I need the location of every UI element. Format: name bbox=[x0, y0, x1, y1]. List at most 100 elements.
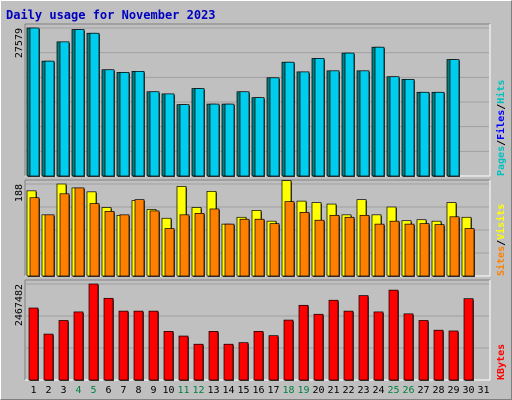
sites-bar bbox=[179, 214, 190, 277]
kbytes-bar bbox=[28, 307, 39, 381]
legend-hits-files-pages: Pages/Files/Hits bbox=[495, 80, 507, 176]
x-axis-day-label: 26 bbox=[402, 385, 414, 396]
kbytes-bar bbox=[208, 331, 219, 381]
x-axis-day-label: 1 bbox=[30, 385, 36, 396]
kbytes-bar bbox=[103, 297, 114, 381]
sites-bar bbox=[359, 214, 370, 277]
kbytes-bar bbox=[268, 335, 279, 381]
files-bar bbox=[179, 104, 190, 177]
files-bar bbox=[329, 70, 340, 177]
x-axis-day-label: 9 bbox=[150, 385, 156, 396]
kbytes-bar bbox=[253, 331, 264, 381]
kbytes-bar bbox=[43, 333, 54, 381]
x-axis-day-label: 23 bbox=[357, 385, 369, 396]
files-bar bbox=[224, 103, 235, 177]
kbytes-bar bbox=[448, 330, 459, 381]
legend-sites-visits-entry: Sites bbox=[495, 246, 507, 276]
legend-sites-visits-entry: Visits bbox=[495, 204, 507, 240]
sites-bar bbox=[464, 228, 475, 277]
files-bar bbox=[404, 79, 415, 177]
x-axis-day-label: 16 bbox=[252, 385, 264, 396]
x-axis-day-label: 8 bbox=[135, 385, 141, 396]
files-bar bbox=[29, 27, 40, 177]
kbytes-bar bbox=[388, 289, 399, 381]
sites-bar bbox=[344, 216, 355, 277]
kbytes-bar bbox=[148, 310, 159, 381]
x-axis-day-label: 25 bbox=[387, 385, 399, 396]
kbytes-bar bbox=[73, 311, 84, 381]
files-bar bbox=[269, 77, 280, 177]
x-axis-day-label: 28 bbox=[432, 385, 444, 396]
sites-bar bbox=[404, 223, 415, 277]
files-bar bbox=[74, 29, 85, 177]
legend-hits-files-pages-entry: Pages bbox=[496, 146, 507, 176]
sites-bar bbox=[149, 210, 160, 277]
files-bar bbox=[104, 69, 115, 177]
x-axis-day-label: 22 bbox=[342, 385, 354, 396]
kbytes-bar bbox=[133, 310, 144, 381]
kbytes-bar bbox=[433, 329, 444, 381]
files-bar bbox=[344, 52, 355, 177]
x-axis-day-label: 4 bbox=[75, 385, 81, 396]
x-axis-day-label: 29 bbox=[447, 385, 459, 396]
sites-bar bbox=[299, 212, 310, 277]
sites-bar bbox=[254, 218, 265, 277]
sites-bar bbox=[284, 201, 295, 277]
sites-bar bbox=[44, 214, 55, 277]
kbytes-bar bbox=[358, 295, 369, 381]
kbytes-bar bbox=[238, 342, 249, 381]
kbytes-bar bbox=[163, 331, 174, 381]
legend-hits-files-pages-entry: / bbox=[496, 140, 507, 146]
x-axis-day-label: 14 bbox=[222, 385, 234, 396]
x-axis-day-label: 19 bbox=[297, 385, 309, 396]
files-bar bbox=[419, 91, 430, 177]
files-bar bbox=[359, 70, 370, 177]
x-axis-day-label: 7 bbox=[120, 385, 126, 396]
files-bar bbox=[149, 91, 160, 177]
sites-bar bbox=[329, 214, 340, 277]
legend-hits-files-pages-entry: / bbox=[496, 104, 507, 110]
x-axis-day-label: 12 bbox=[192, 385, 204, 396]
kbytes-bar bbox=[328, 299, 339, 381]
x-axis-day-label: 27 bbox=[417, 385, 429, 396]
files-bar bbox=[164, 93, 175, 177]
legend-sites-visits: Sites/Visits bbox=[495, 204, 507, 276]
sites-bar bbox=[224, 223, 235, 277]
sites-bar bbox=[29, 197, 40, 277]
kbytes-bar bbox=[463, 298, 474, 381]
kbytes-bar bbox=[223, 343, 234, 381]
kbytes-bar bbox=[178, 335, 189, 381]
files-bar bbox=[59, 41, 70, 177]
sites-bar bbox=[374, 223, 385, 277]
files-bar bbox=[194, 88, 205, 177]
x-axis-day-label: 31 bbox=[477, 385, 489, 396]
sites-bar bbox=[89, 203, 100, 277]
kbytes-bar bbox=[373, 311, 384, 381]
x-axis-day-label: 30 bbox=[462, 385, 474, 396]
sites-bar bbox=[389, 220, 400, 277]
sites-bar bbox=[239, 218, 250, 277]
legend-hits-files-pages-entry: Files bbox=[495, 110, 507, 140]
x-axis-day-label: 24 bbox=[372, 385, 384, 396]
kbytes-bar bbox=[88, 283, 99, 381]
kbytes-bar bbox=[313, 313, 324, 381]
sites-bar bbox=[134, 199, 145, 277]
sites-bar bbox=[194, 213, 205, 277]
files-bar bbox=[314, 58, 325, 177]
sites-bar bbox=[314, 219, 325, 277]
x-axis-day-label: 21 bbox=[327, 385, 339, 396]
sites-bar bbox=[434, 224, 445, 277]
sites-bar bbox=[74, 187, 85, 277]
kbytes-bar bbox=[193, 343, 204, 381]
sites-bar bbox=[419, 223, 430, 277]
kbytes-bar bbox=[403, 313, 414, 381]
kbytes-bar bbox=[118, 310, 129, 381]
files-bar bbox=[389, 76, 400, 177]
visits-panel-ytick-label: 188 bbox=[14, 184, 25, 202]
files-bar bbox=[254, 97, 265, 177]
x-axis-day-label: 15 bbox=[237, 385, 249, 396]
x-axis-day-label: 6 bbox=[105, 385, 111, 396]
sites-bar bbox=[164, 228, 175, 277]
x-axis-day-label: 3 bbox=[60, 385, 66, 396]
